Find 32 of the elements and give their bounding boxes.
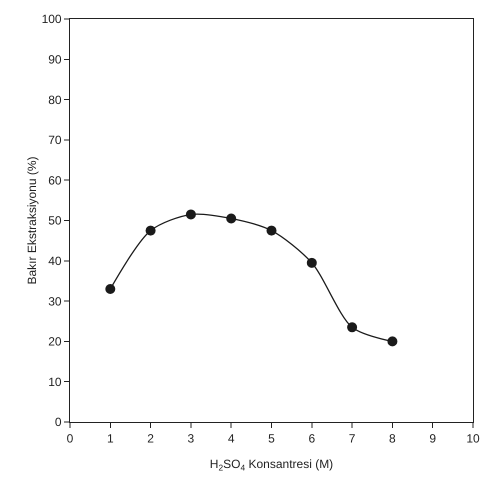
- x-tick-label: 6: [308, 431, 316, 446]
- x-tick-label: 3: [188, 431, 195, 446]
- point: [266, 226, 276, 236]
- x-tick-label: 9: [429, 431, 436, 446]
- y-tick-label: 30: [48, 294, 62, 308]
- point: [226, 213, 236, 224]
- y-tick-label: 10: [48, 374, 62, 389]
- point: [306, 258, 317, 268]
- x-tick-label: 7: [348, 431, 356, 446]
- y-tick-label: 0: [54, 415, 62, 430]
- y-tick-label: 80: [48, 92, 62, 107]
- x-tick-label: 8: [389, 431, 396, 446]
- x-tick-label: 4: [228, 431, 235, 446]
- y-tick-label: 90: [48, 52, 62, 66]
- y-tick-label: 20: [48, 334, 62, 349]
- y-tick-label: 50: [48, 214, 62, 228]
- y-axis-title: Bakır Ekstraksiyonu (%): [25, 156, 39, 285]
- point: [186, 209, 196, 220]
- point: [105, 284, 116, 294]
- point: [347, 322, 358, 332]
- point: [387, 336, 398, 346]
- y-tick-label: 70: [48, 133, 62, 148]
- x-tick-label: 2: [147, 431, 154, 446]
- x-tick-label: 0: [66, 431, 74, 446]
- x-axis-title: H$_{2}$SO$_{4}$ Konsantresi (M): [210, 457, 334, 473]
- x-tick-label: 10: [466, 431, 480, 446]
- y-tick-label: 60: [48, 173, 62, 188]
- y-tick-label: 40: [48, 254, 62, 268]
- x-tick-label: 1: [106, 431, 114, 446]
- y-tick-label: 100: [42, 12, 62, 26]
- point: [146, 226, 156, 236]
- x-tick-label: 5: [268, 431, 276, 446]
